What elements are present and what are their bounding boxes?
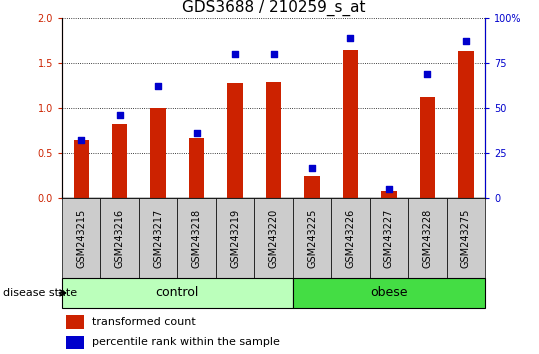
Bar [100,198,139,278]
Text: GSM243220: GSM243220 [268,209,279,268]
Text: GSM243227: GSM243227 [384,209,394,268]
Text: GSM243217: GSM243217 [153,209,163,268]
Text: GSM243215: GSM243215 [76,209,86,268]
Text: GSM243226: GSM243226 [345,209,356,268]
Bar [266,82,281,198]
Point [270,51,278,57]
Bar [381,191,397,198]
Text: GSM243275: GSM243275 [461,209,471,268]
Point [231,51,239,57]
Point [346,35,355,40]
Bar [420,97,435,198]
Text: GSM243216: GSM243216 [115,209,125,268]
Bar [112,124,127,198]
Text: disease state: disease state [3,288,77,298]
Bar [177,198,216,278]
Bar [254,198,293,278]
Bar [189,138,204,198]
Bar [458,51,474,198]
Bar [370,198,408,278]
Bar [408,198,447,278]
Bar [139,198,177,278]
Bar [331,198,370,278]
Point [308,165,316,170]
Text: GSM243218: GSM243218 [191,209,202,268]
Bar [343,50,358,198]
Point [461,38,470,44]
Bar [66,315,84,329]
Text: percentile rank within the sample: percentile rank within the sample [93,337,280,348]
Text: GSM243225: GSM243225 [307,209,317,268]
Text: GSM243228: GSM243228 [423,209,432,268]
Text: GSM243219: GSM243219 [230,209,240,268]
Bar [293,278,485,308]
Point [423,71,432,76]
Bar [73,139,89,198]
Point [154,84,162,89]
Bar [62,198,100,278]
Bar [447,198,485,278]
Bar [216,198,254,278]
Bar [227,83,243,198]
Text: transformed count: transformed count [93,317,196,327]
Bar [62,278,293,308]
Bar [305,176,320,198]
Point [115,112,124,118]
Title: GDS3688 / 210259_s_at: GDS3688 / 210259_s_at [182,0,365,16]
Bar [66,336,84,349]
Point [192,130,201,136]
Bar [150,108,166,198]
Bar [293,198,331,278]
Text: obese: obese [370,286,407,299]
Point [77,138,86,143]
Text: control: control [156,286,199,299]
Point [385,187,393,192]
